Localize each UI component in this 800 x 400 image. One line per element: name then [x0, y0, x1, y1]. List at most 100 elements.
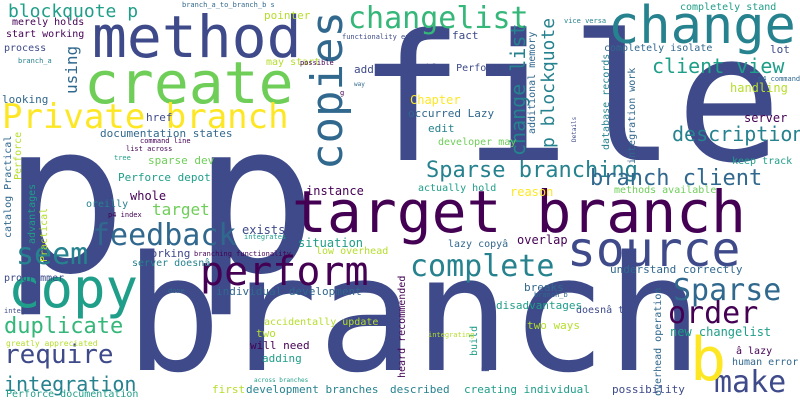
word-g: g [340, 89, 345, 97]
word-looking: looking [2, 93, 49, 106]
word-require: require [4, 340, 114, 370]
word-overlap: overlap [517, 233, 568, 247]
word-feedback: feedback [92, 218, 237, 253]
word-sparse-dev: sparse dev [148, 154, 215, 167]
word-perforce-depot: Perforce depot [118, 171, 211, 184]
word-possibility: possibility [612, 383, 685, 396]
word-perforce-v: Perforce [13, 131, 24, 180]
word-overhead-operation: overhead operation [653, 287, 664, 396]
word-duplicate: duplicate [4, 314, 124, 339]
word-private-branch: Private branch [2, 97, 289, 137]
word-p-small: p [479, 365, 490, 372]
word-using: using [62, 45, 81, 94]
word-handling: handling [730, 81, 788, 95]
word-individual-development: individual development [216, 285, 362, 298]
word-programmer: programmer [4, 273, 65, 284]
word-p4-index: p4 index [108, 211, 142, 219]
word-start-working: start working [6, 29, 85, 40]
word-make: make [714, 365, 787, 400]
word-method: method [92, 3, 302, 71]
word-methods-available: methods available [614, 185, 717, 196]
word-exists: exists [242, 223, 286, 237]
word-branch: branch [125, 221, 703, 400]
word-branch-a: branch_a [18, 57, 52, 65]
word-tree: tree [114, 154, 131, 162]
word-integration: integration [4, 372, 137, 396]
word-source: source [567, 222, 741, 278]
word-whole: whole [130, 189, 167, 203]
word-integrates: integrates [244, 233, 287, 241]
word-sparse-branching: Sparse branching [426, 158, 638, 183]
word-new-changelist: new changelist [670, 325, 772, 339]
word-create: create [84, 49, 294, 117]
word-server: server [744, 111, 788, 125]
word-described: described [390, 383, 450, 396]
word-working: working [144, 247, 191, 260]
word-changelist: changelist [348, 1, 529, 36]
word-p-big: p p [2, 79, 318, 321]
word-b: b [690, 325, 727, 395]
word-chapter: Chapter [410, 93, 461, 107]
word-vice-versa: vice versa [564, 17, 607, 25]
word-practical: Practical [39, 207, 50, 262]
word-change: change [608, 0, 796, 56]
word-integrating: integrating [428, 331, 475, 339]
word-accidentally-update: accidentally update [264, 317, 379, 328]
word-a-lazy: â lazy [736, 346, 773, 357]
word-integration-work: integration work [627, 67, 638, 164]
word-server-doesna: server doesnâ [132, 258, 211, 269]
word-may-start: may start [266, 57, 321, 68]
word-two: two [256, 327, 276, 340]
word-developer-may: developer may [438, 137, 517, 148]
word-details: Details [571, 116, 578, 142]
word-creating-individual: creating individual [464, 383, 590, 396]
word-command-line: command line [140, 137, 191, 145]
word-branching-functionality: branching functionality [194, 250, 291, 258]
word-process: process [4, 43, 47, 54]
word-description: description [672, 122, 800, 146]
word-will-need: will need [250, 339, 310, 352]
word-p4-command: p4 command [758, 75, 800, 83]
word-reason: reason [510, 185, 554, 199]
word-list-across: list across [126, 145, 173, 153]
word-order: order [668, 296, 759, 331]
word-documentation-states: documentation states [100, 127, 233, 140]
word-greatly-appreciated: greatly appreciated [6, 339, 98, 348]
word-complete: complete [410, 249, 555, 284]
word-target-branch: target branch [292, 178, 746, 246]
word-fact: fact [452, 29, 479, 42]
word-occurred-lazy: occurred Lazy [408, 107, 495, 120]
word-pointer: pointer [264, 9, 311, 22]
word-seem: seem [16, 237, 89, 272]
word-oreilly: oreilly [86, 199, 129, 210]
word-enables-perforce: enables Perforce [408, 63, 505, 74]
word-additional-memory: additional memory [527, 31, 538, 134]
word-understand-correctly: understand correctly [610, 263, 743, 276]
word-target: target [152, 200, 210, 219]
word-client-view: client view [652, 54, 785, 78]
word-actually-hold: actually hold [418, 183, 497, 194]
word-p-blockquote: p blockquote [538, 17, 559, 148]
word-low-overhead: low overhead [316, 246, 389, 257]
word-development-branches: development branches [246, 383, 379, 396]
word-integ-t: integ t [4, 307, 34, 315]
word-add: add [354, 63, 374, 76]
word-lazy-copy: lazy copyâ [448, 239, 509, 250]
word-perform: perform [200, 249, 369, 295]
word-keep-track: keep track [732, 156, 793, 167]
word-advantages: advantages [27, 183, 38, 244]
word-branch-a-to-branch-b: branch_a_to_branch_b s [182, 1, 275, 9]
word-completely-isolate: completely isolate [604, 43, 713, 54]
word-branch-b: branch_b [534, 291, 568, 299]
word-first: first [212, 383, 246, 396]
word-two-ways: two ways [527, 319, 580, 332]
word-breaks: breaks [524, 281, 564, 294]
word-lot: lot [770, 43, 790, 56]
word-way: way [354, 81, 365, 88]
word-href: href [146, 111, 173, 124]
word-human-error: human error [732, 357, 799, 368]
word-file: file [358, 0, 782, 202]
word-functionality-exists: functionality exists [342, 33, 427, 41]
word-database-records: database records [601, 53, 612, 150]
